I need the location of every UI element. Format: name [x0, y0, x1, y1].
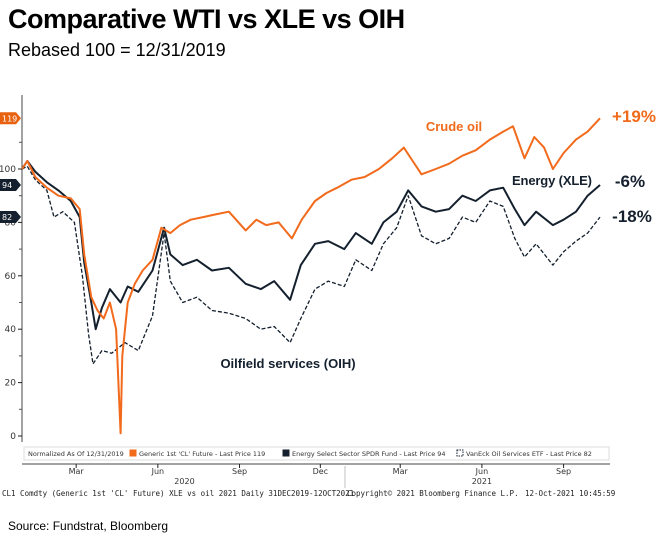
- y-tick-label: 40: [5, 325, 17, 335]
- annotation-crude-oil: Crude oil: [426, 119, 482, 134]
- series-line-0: [21, 117, 601, 435]
- chart-subtitle: Rebased 100 = 12/31/2019: [8, 40, 226, 60]
- chart-title: Comparative WTI vs XLE vs OIH: [8, 4, 405, 34]
- footer-timestamp: 12-Oct-2021 10:45:59: [525, 489, 615, 498]
- x-tick-label: Jun: [475, 467, 489, 476]
- year-label: 2021: [472, 477, 492, 486]
- change-oih: -18%: [612, 207, 652, 226]
- footer-description: CL1 Comdty (Generic 1st 'CL' Future) XLE…: [2, 489, 354, 498]
- y-tick-label: 20: [5, 379, 17, 389]
- last-price-label: 82: [2, 213, 12, 222]
- series-line-1: [21, 160, 601, 331]
- annotation-energy: Energy (XLE): [512, 173, 592, 188]
- year-label: 2020: [174, 477, 194, 486]
- x-tick-label: Mar: [393, 467, 409, 476]
- y-tick-label: 80: [5, 218, 17, 228]
- legend-swatch: [456, 449, 464, 457]
- source-note: Source: Fundstrat, Bloomberg: [8, 519, 169, 533]
- series-line-2: [21, 165, 601, 365]
- last-price-badge: [0, 179, 21, 192]
- x-tick-label: Sep: [556, 467, 571, 476]
- last-price-label: 119: [2, 114, 17, 123]
- legend-entry: Generic 1st 'CL' Future - Last Price 119: [139, 450, 265, 458]
- change-crude: +19%: [612, 107, 656, 126]
- last-price-badge: [0, 112, 21, 125]
- last-price-badge: [0, 211, 21, 224]
- y-tick-label: 60: [5, 272, 17, 282]
- legend-entry: Energy Select Sector SPDR Fund - Last Pr…: [292, 450, 446, 458]
- last-price-label: 94: [2, 181, 12, 190]
- x-tick-label: Mar: [69, 467, 85, 476]
- annotation-oilfield: Oilfield services (OIH): [220, 356, 355, 371]
- footer-copyright: Copyright© 2021 Bloomberg Finance L.P.: [347, 489, 519, 498]
- x-tick-label: Dec: [313, 467, 328, 476]
- x-tick-label: Jun: [151, 467, 165, 476]
- legend-normalized: Normalized As Of 12/31/2019: [28, 450, 124, 458]
- change-xle: -6%: [615, 172, 645, 191]
- x-tick-label: Sep: [232, 467, 247, 476]
- legend-swatch: [282, 449, 290, 457]
- legend-swatch: [129, 449, 137, 457]
- y-tick-label: 100: [0, 165, 16, 175]
- legend-entry: VanEck Oil Services ETF - Last Price 82: [466, 450, 592, 458]
- y-tick-label: 0: [10, 432, 16, 442]
